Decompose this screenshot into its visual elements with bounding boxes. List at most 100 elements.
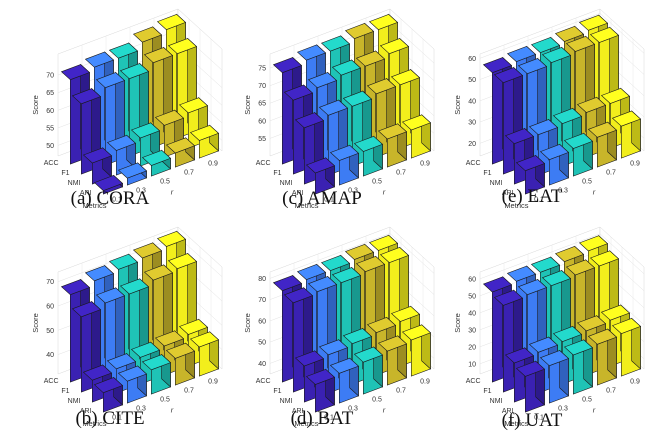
x-tick-label: 0.9 (630, 379, 640, 386)
bar-top (329, 357, 360, 374)
bar-top (106, 353, 137, 370)
bar (189, 331, 220, 377)
bar (515, 154, 546, 195)
bar-top (108, 42, 139, 59)
x-tick-label: 0.5 (160, 397, 170, 404)
bar-top (390, 69, 421, 86)
bar-top (320, 255, 351, 271)
y-tick-label: F1 (483, 170, 491, 177)
z-tick-label: 60 (468, 276, 476, 283)
y-axis-label: Metrics (504, 201, 528, 210)
x-tick-label: 0.9 (420, 161, 430, 168)
bar-top (589, 250, 620, 267)
bar-top (296, 44, 327, 61)
z-tick-label: 60 (46, 304, 54, 311)
z-tick-label: 65 (46, 90, 54, 97)
x-tick-label: 0.3 (136, 406, 146, 413)
z-tick-label: 75 (258, 66, 266, 73)
bar-top (296, 264, 327, 280)
y-tick-label: ARI (80, 190, 92, 197)
bar-top (320, 35, 351, 52)
bar-top (272, 57, 303, 74)
bar (117, 365, 148, 404)
z-tick-label: 50 (46, 328, 54, 335)
bar-top (71, 301, 102, 318)
bar-top (132, 26, 163, 43)
bar-top (294, 112, 325, 129)
bar-top (167, 253, 198, 270)
bar-top (82, 364, 113, 381)
bar-top (554, 246, 585, 262)
bar (611, 110, 642, 159)
z-tick-label: 65 (258, 101, 266, 108)
bar-top (93, 175, 124, 191)
bar (82, 147, 113, 185)
bar-top (355, 256, 386, 272)
z-tick-label: 30 (468, 120, 476, 127)
y-axis-label: Metrics (504, 419, 528, 428)
z-tick-label: 50 (468, 77, 476, 84)
bar-top (506, 265, 537, 282)
z-tick-label: 40 (468, 310, 476, 317)
bar (165, 342, 196, 386)
bar-top (283, 84, 314, 101)
bar-top (390, 305, 421, 322)
x-tick-label: 0.1 (112, 415, 122, 422)
caption-bat: (d) BAT (290, 408, 354, 429)
bar-top (515, 155, 546, 172)
bar (401, 324, 432, 377)
bar-top (587, 328, 618, 345)
bar-top (368, 234, 399, 251)
y-axis-label: Metrics (82, 201, 106, 210)
y-tick-label: NMI (280, 180, 293, 187)
z-tick-label: 70 (258, 83, 266, 90)
x-tick-label: 0.5 (160, 179, 170, 186)
bar-top (331, 59, 362, 76)
y-tick-label: ARI (80, 408, 92, 415)
bar (305, 157, 336, 195)
bar (353, 135, 384, 177)
z-tick-label: 60 (46, 108, 54, 115)
x-tick-label: 0.7 (184, 170, 194, 177)
bar (93, 376, 124, 413)
z-axis-label: Score (453, 95, 462, 115)
x-tick-label: 0.3 (348, 406, 358, 413)
bar-top (600, 304, 631, 321)
bar-top (156, 230, 187, 247)
bar-top (130, 341, 161, 358)
x-tick-label: 0.3 (558, 406, 568, 413)
z-tick-label: 80 (258, 276, 266, 283)
bar-top (117, 162, 148, 179)
z-tick-label: 40 (46, 352, 54, 359)
bar-top (355, 50, 386, 67)
bar-top (493, 289, 524, 306)
bar-top (342, 328, 373, 345)
bar-top (565, 259, 596, 276)
bar-top (178, 97, 209, 114)
bar-top (539, 350, 570, 367)
bar-top (305, 368, 336, 385)
bar-top (132, 242, 163, 259)
x-tick-label: 0.7 (396, 170, 406, 177)
y-tick-label: NMI (68, 398, 81, 405)
bar-top (541, 270, 572, 287)
x-axis-label: r (171, 406, 174, 415)
grid-line (479, 233, 645, 280)
x-tick-label: 0.3 (558, 188, 568, 195)
x-axis-label: r (593, 406, 596, 415)
z-tick-label: 50 (258, 340, 266, 347)
y-axis-label: Metrics (294, 419, 318, 428)
x-axis-label: r (593, 188, 596, 197)
x-tick-label: 0.7 (606, 170, 616, 177)
z-tick-label: 70 (46, 279, 54, 286)
bar-top (493, 67, 524, 84)
z-tick-label: 20 (468, 141, 476, 148)
bar-top (143, 47, 174, 64)
y-tick-label: ARI (292, 190, 304, 197)
bar-top (366, 78, 397, 95)
bar-top (589, 26, 620, 43)
z-axis-label: Score (453, 313, 462, 333)
bar-top (189, 124, 220, 141)
bar-top (379, 247, 410, 263)
